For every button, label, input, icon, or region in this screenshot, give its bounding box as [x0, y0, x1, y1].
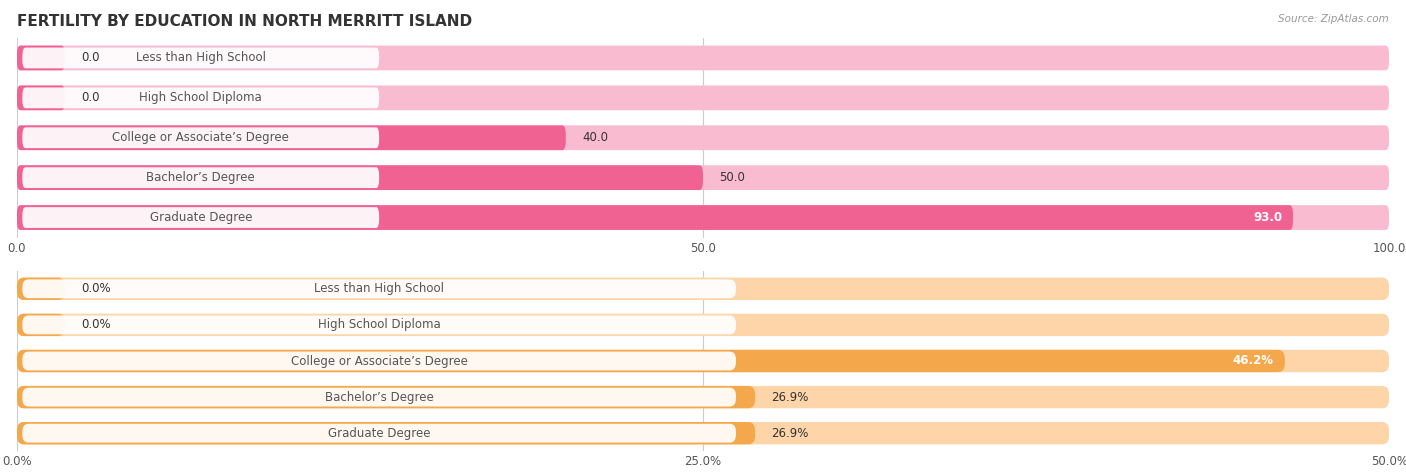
Text: High School Diploma: High School Diploma [318, 318, 440, 332]
Text: 40.0: 40.0 [582, 131, 609, 144]
Text: 26.9%: 26.9% [772, 427, 808, 440]
FancyBboxPatch shape [17, 125, 1389, 150]
FancyBboxPatch shape [22, 424, 735, 443]
FancyBboxPatch shape [17, 86, 65, 110]
FancyBboxPatch shape [17, 46, 1389, 70]
FancyBboxPatch shape [17, 422, 755, 445]
Text: Graduate Degree: Graduate Degree [149, 211, 252, 224]
Text: 93.0: 93.0 [1253, 211, 1282, 224]
FancyBboxPatch shape [17, 165, 1389, 190]
FancyBboxPatch shape [22, 388, 735, 407]
FancyBboxPatch shape [22, 48, 380, 68]
Text: Less than High School: Less than High School [314, 282, 444, 295]
FancyBboxPatch shape [17, 350, 1285, 372]
FancyBboxPatch shape [22, 167, 380, 188]
Text: College or Associate’s Degree: College or Associate’s Degree [112, 131, 290, 144]
FancyBboxPatch shape [17, 205, 1389, 230]
Text: 50.0: 50.0 [720, 171, 745, 184]
Text: FERTILITY BY EDUCATION IN NORTH MERRITT ISLAND: FERTILITY BY EDUCATION IN NORTH MERRITT … [17, 14, 472, 29]
FancyBboxPatch shape [17, 314, 1389, 336]
Text: 26.9%: 26.9% [772, 390, 808, 404]
FancyBboxPatch shape [17, 350, 1389, 372]
FancyBboxPatch shape [17, 86, 1389, 110]
FancyBboxPatch shape [17, 386, 1389, 408]
FancyBboxPatch shape [17, 165, 703, 190]
FancyBboxPatch shape [22, 279, 735, 298]
FancyBboxPatch shape [17, 205, 1294, 230]
FancyBboxPatch shape [17, 277, 65, 300]
Text: Source: ZipAtlas.com: Source: ZipAtlas.com [1278, 14, 1389, 24]
FancyBboxPatch shape [17, 386, 755, 408]
FancyBboxPatch shape [17, 125, 565, 150]
FancyBboxPatch shape [17, 46, 65, 70]
Text: Bachelor’s Degree: Bachelor’s Degree [325, 390, 433, 404]
Text: 0.0: 0.0 [82, 51, 100, 65]
Text: 0.0: 0.0 [82, 91, 100, 104]
Text: High School Diploma: High School Diploma [139, 91, 262, 104]
Text: College or Associate’s Degree: College or Associate’s Degree [291, 354, 468, 368]
Text: Bachelor’s Degree: Bachelor’s Degree [146, 171, 254, 184]
FancyBboxPatch shape [22, 87, 380, 108]
FancyBboxPatch shape [17, 314, 65, 336]
FancyBboxPatch shape [22, 352, 735, 370]
FancyBboxPatch shape [22, 207, 380, 228]
Text: Graduate Degree: Graduate Degree [328, 427, 430, 440]
FancyBboxPatch shape [22, 315, 735, 334]
Text: 0.0%: 0.0% [82, 282, 111, 295]
Text: Less than High School: Less than High School [136, 51, 266, 65]
FancyBboxPatch shape [22, 127, 380, 148]
FancyBboxPatch shape [17, 277, 1389, 300]
FancyBboxPatch shape [17, 422, 1389, 445]
Text: 46.2%: 46.2% [1233, 354, 1274, 368]
Text: 0.0%: 0.0% [82, 318, 111, 332]
